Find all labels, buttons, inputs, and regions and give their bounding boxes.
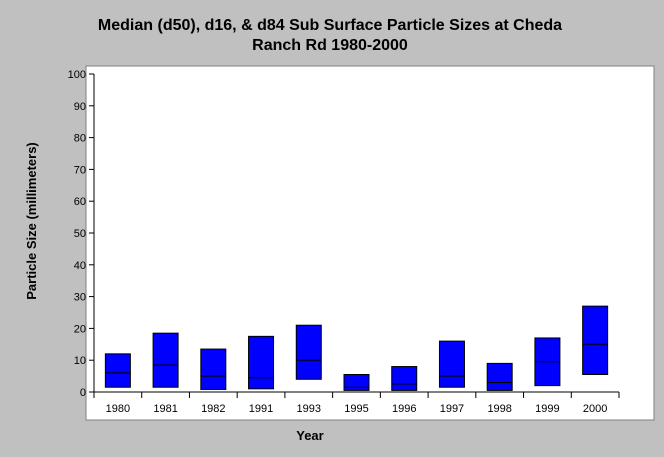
box-1997 (438, 340, 465, 388)
y-tick-label: 70 (74, 164, 86, 176)
y-tick-label: 40 (74, 260, 86, 272)
chart-title: Median (d50), d16, & d84 Sub Surface Par… (98, 17, 562, 54)
x-tick-label: 1996 (392, 403, 416, 415)
x-tick-label: 1997 (440, 403, 464, 415)
y-axis-title: Particle Size (millimeters) (24, 142, 39, 300)
y-tick-label: 60 (74, 196, 86, 208)
box-1998 (486, 362, 513, 391)
box-2000 (582, 305, 609, 376)
y-tick-label: 20 (74, 323, 86, 335)
x-tick-label: 1993 (297, 403, 321, 415)
y-tick-label: 80 (74, 133, 86, 145)
y-tick-label: 10 (74, 355, 86, 367)
box-series (104, 305, 609, 391)
box-1996 (391, 366, 418, 391)
box-1995 (343, 374, 370, 391)
chart-title-line-2: Ranch Rd 1980-2000 (252, 37, 408, 54)
x-tick-label: 1995 (344, 403, 368, 415)
box-1991 (248, 335, 275, 390)
x-tick-label: 2000 (583, 403, 607, 415)
x-tick-label: 1980 (106, 403, 130, 415)
x-axis-title: Year (296, 428, 323, 443)
x-tick-label: 1991 (249, 403, 273, 415)
x-tick-label: 1998 (487, 403, 511, 415)
y-tick-label: 100 (68, 69, 86, 81)
box-1981 (152, 332, 179, 388)
y-tick-label: 30 (74, 292, 86, 304)
x-tick-label: 1999 (535, 403, 559, 415)
x-tick-label: 1982 (201, 403, 225, 415)
box-1980 (104, 353, 131, 388)
y-tick-label: 90 (74, 101, 86, 113)
y-tick-label: 0 (80, 387, 86, 399)
x-axis: 1980 1981 1982 1991 1993 1995 1996 1997 1998 1999… (93, 391, 620, 415)
box-1993 (295, 324, 322, 380)
box-1982 (200, 348, 227, 390)
y-tick-label: 50 (74, 228, 86, 240)
y-axis: 0 10 20 30 40 50 60 70 80 90 100 (68, 69, 95, 399)
x-tick-label: 1981 (153, 403, 177, 415)
chart-title-line-1: Median (d50), d16, & d84 Sub Surface Par… (98, 17, 562, 34)
